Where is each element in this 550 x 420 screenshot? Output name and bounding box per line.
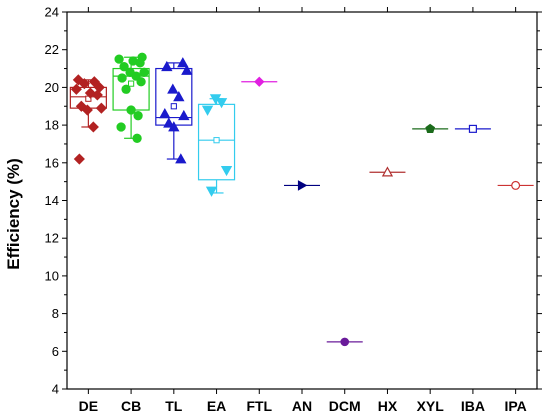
x-tick-label-AN: AN <box>292 398 312 414</box>
x-tick-label-XYL: XYL <box>417 398 445 414</box>
x-tick-label-DE: DE <box>79 398 98 414</box>
point-DE-8 <box>95 102 107 114</box>
point-TL-3 <box>167 83 179 94</box>
point-DE-6 <box>91 89 103 101</box>
point-TL-4 <box>173 91 185 102</box>
x-tick-label-DCM: DCM <box>329 398 361 414</box>
point-TL-5 <box>159 107 171 119</box>
point-CB-8 <box>117 73 127 83</box>
x-tick-label-FTL: FTL <box>246 398 272 414</box>
point-CB-3 <box>135 58 145 68</box>
point-TL-2 <box>181 64 193 75</box>
y-tick-label-20: 20 <box>45 80 59 95</box>
point-CB-11 <box>126 105 136 115</box>
box-layer <box>69 56 534 343</box>
point-CB-14 <box>132 133 142 143</box>
x-tick-label-IBA: IBA <box>461 398 485 414</box>
point-XYL <box>425 123 436 133</box>
point-TL-0 <box>177 57 189 68</box>
mean-TL <box>170 103 177 110</box>
y-tick-label-18: 18 <box>45 118 59 133</box>
x-tick-label-EA: EA <box>207 398 226 414</box>
y-tick-label-16: 16 <box>45 155 59 170</box>
point-CB-13 <box>116 122 126 132</box>
point-TL-7 <box>163 117 175 128</box>
point-IBA <box>468 124 477 133</box>
y-tick-label-22: 22 <box>45 42 59 57</box>
x-tick-label-HX: HX <box>378 398 398 414</box>
mean-CB <box>127 80 135 87</box>
x-tick-label-TL: TL <box>165 398 183 414</box>
point-TL-1 <box>161 60 173 72</box>
y-axis-title: Efficiency (%) <box>4 158 23 269</box>
point-DCM <box>340 337 350 347</box>
point-EA-2 <box>201 105 214 116</box>
point-layer <box>70 52 521 347</box>
point-CB-4 <box>119 62 129 72</box>
y-tick-label-4: 4 <box>52 382 59 397</box>
point-HX <box>381 166 394 177</box>
y-tick-label-14: 14 <box>45 193 59 208</box>
y-tick-label-12: 12 <box>45 231 59 246</box>
point-DE-11 <box>73 153 85 165</box>
point-CB-1 <box>114 54 124 64</box>
axis-layer: 4 6 8 10 12 14 16 18 20 22 24 DE CB TL EA FTL AN DCM HX XYL… <box>45 5 542 414</box>
x-tick-label-CB: CB <box>121 398 141 414</box>
point-TL-8 <box>168 121 180 132</box>
point-CB-5 <box>139 67 149 77</box>
point-FTL <box>254 76 265 87</box>
point-CB-9 <box>136 77 146 87</box>
point-DE-2 <box>78 78 90 90</box>
point-EA-3 <box>220 165 233 177</box>
box-EA <box>197 103 236 181</box>
point-AN <box>297 180 308 191</box>
point-DE-9 <box>81 104 93 116</box>
point-CB-10 <box>121 84 131 94</box>
point-EA-1 <box>215 98 228 109</box>
point-TL-9 <box>175 153 187 164</box>
point-DE-1 <box>88 76 100 88</box>
y-tick-label-10: 10 <box>45 268 59 283</box>
point-DE-4 <box>70 83 82 95</box>
point-CB-12 <box>133 111 143 121</box>
x-tick-label-IPA: IPA <box>504 398 526 414</box>
y-tick-label-24: 24 <box>45 5 59 20</box>
point-IPA <box>511 180 521 190</box>
y-tick-label-8: 8 <box>52 306 59 321</box>
point-TL-6 <box>178 109 190 121</box>
point-DE-10 <box>87 121 99 133</box>
point-EA-4 <box>205 186 218 197</box>
mean-EA <box>213 137 220 144</box>
y-tick-label-6: 6 <box>52 344 59 359</box>
